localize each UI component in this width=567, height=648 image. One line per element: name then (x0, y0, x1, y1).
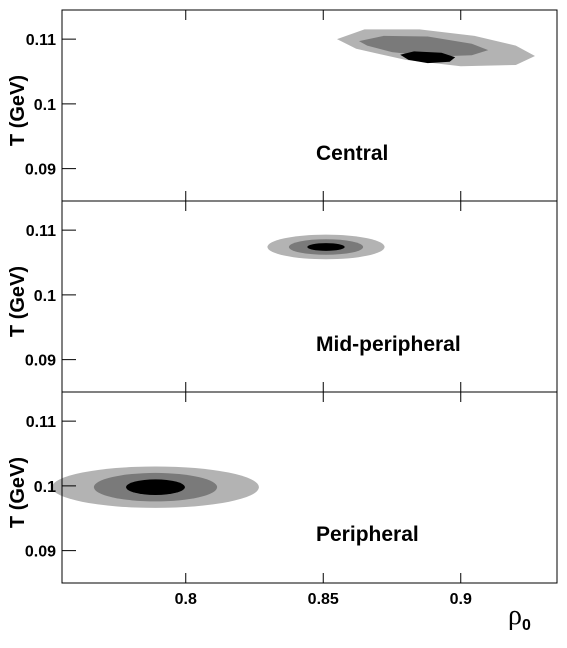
panel-frame (61, 200, 558, 393)
x-tick-label: 0.85 (308, 591, 339, 608)
x-tick-label: 0.9 (450, 591, 472, 608)
x-axis-title: ρ0 (508, 600, 531, 634)
y-tick-label: 0.09 (25, 353, 56, 370)
x-axis-symbol: ρ (508, 600, 522, 631)
y-tick-label: 0.09 (25, 544, 56, 561)
y-axis-title: T (GeV) (7, 75, 29, 146)
y-tick-label: 0.11 (26, 223, 56, 240)
panel-2: 0.09 0.1 0.11 T (GeV) Mid-peripheral (7, 200, 558, 393)
y-axis-title: T (GeV) (7, 457, 29, 528)
panel-label: Central (316, 142, 388, 165)
y-tick-label: 0.11 (26, 32, 56, 49)
panel-3: 0.09 0.1 0.11 T (GeV) Peripheral (7, 391, 558, 584)
y-tick-label: 0.09 (25, 162, 56, 179)
contour-level-3 (307, 243, 345, 251)
contour-level-3 (126, 479, 185, 495)
plot-layer: 0.09 0.1 0.11 T (GeV) Central 0.09 0.1 0.11 T (G… (7, 9, 558, 608)
y-axis-title: T (GeV) (7, 266, 29, 337)
panel-label: Peripheral (316, 523, 419, 546)
x-tick-label: 0.8 (175, 591, 197, 608)
contour-level-3 (400, 51, 456, 64)
y-tick-label: 0.1 (34, 288, 56, 305)
panel-frame (61, 391, 558, 584)
y-tick-label: 0.11 (26, 414, 56, 431)
panel-1: 0.09 0.1 0.11 T (GeV) Central (7, 9, 558, 202)
y-tick-label: 0.1 (34, 97, 56, 114)
y-tick-label: 0.1 (34, 479, 56, 496)
panel-label: Mid-peripheral (316, 333, 461, 356)
x-axis-subscript: 0 (522, 617, 531, 634)
contour-level-2 (359, 35, 489, 57)
